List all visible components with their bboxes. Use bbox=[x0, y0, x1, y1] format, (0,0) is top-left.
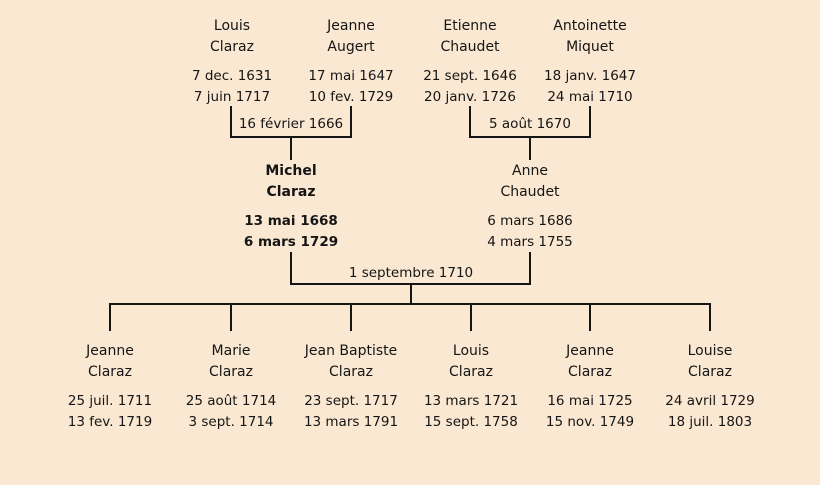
person-death-date: 7 juin 1717 bbox=[193, 89, 271, 105]
person-birth-date: 13 mai 1668 bbox=[244, 213, 338, 229]
marriage3-date-label: 1 septembre 1710 bbox=[348, 265, 474, 281]
marriage1-left-connector-line bbox=[230, 106, 232, 138]
person-birth-date: 23 sept. 1717 bbox=[304, 393, 398, 409]
person-jeanne-claraz-1: Jeanne Claraz 25 juil. 1711 13 fev. 1719 bbox=[40, 341, 180, 433]
marriage3-descent-line bbox=[410, 285, 412, 304]
person-death-date: 13 mars 1791 bbox=[303, 414, 399, 430]
person-michel-claraz: Michel Claraz 13 mai 1668 6 mars 1729 bbox=[221, 161, 361, 253]
child5-descent-line bbox=[589, 305, 591, 331]
person-louis-claraz: Louis Claraz 7 dec. 1631 7 juin 1717 bbox=[162, 16, 302, 108]
person-last-name: Claraz bbox=[210, 39, 254, 55]
person-birth-date: 21 sept. 1646 bbox=[423, 68, 517, 84]
child4-descent-line bbox=[470, 305, 472, 331]
person-birth-date: 17 mai 1647 bbox=[308, 68, 394, 84]
child2-descent-line bbox=[230, 305, 232, 331]
person-first-name: Jeanne bbox=[86, 343, 134, 359]
person-last-name: Miquet bbox=[566, 39, 614, 55]
person-anne-chaudet: Anne Chaudet 6 mars 1686 4 mars 1755 bbox=[460, 161, 600, 253]
person-last-name: Claraz bbox=[329, 364, 373, 380]
person-birth-date: 6 mars 1686 bbox=[487, 213, 573, 229]
marriage1-right-connector-line bbox=[350, 106, 352, 138]
person-death-date: 15 sept. 1758 bbox=[424, 414, 518, 430]
person-birth-date: 16 mai 1725 bbox=[547, 393, 633, 409]
person-last-name: Claraz bbox=[568, 364, 612, 380]
marriage2-bottom-connector-line bbox=[469, 136, 591, 138]
person-birth-date: 13 mars 1721 bbox=[423, 393, 519, 409]
person-first-name: Jeanne bbox=[327, 18, 375, 34]
person-etienne-chaudet: Etienne Chaudet 21 sept. 1646 20 janv. 1… bbox=[400, 16, 540, 108]
marriage2-descent-line bbox=[529, 138, 531, 160]
person-first-name: Etienne bbox=[443, 18, 497, 34]
siblings-connector-line bbox=[109, 303, 711, 305]
person-last-name: Claraz bbox=[449, 364, 493, 380]
marriage1-descent-line bbox=[290, 138, 292, 160]
marriage1-bottom-connector-line bbox=[230, 136, 352, 138]
person-last-name: Chaudet bbox=[500, 184, 560, 200]
marriage3-left-connector-line bbox=[290, 252, 292, 285]
person-first-name: Marie bbox=[211, 343, 251, 359]
person-jeanne-claraz-2: Jeanne Claraz 16 mai 1725 15 nov. 1749 bbox=[520, 341, 660, 433]
person-marie-claraz: Marie Claraz 25 août 1714 3 sept. 1714 bbox=[161, 341, 301, 433]
person-first-name: Michel bbox=[265, 163, 317, 179]
person-birth-date: 18 janv. 1647 bbox=[544, 68, 636, 84]
person-death-date: 24 mai 1710 bbox=[547, 89, 633, 105]
marriage1-date-label: 16 février 1666 bbox=[238, 116, 344, 132]
person-first-name: Louis bbox=[213, 18, 251, 34]
marriage2-left-connector-line bbox=[469, 106, 471, 138]
person-first-name: Anne bbox=[512, 163, 548, 179]
person-antoinette-miquet: Antoinette Miquet 18 janv. 1647 24 mai 1… bbox=[520, 16, 660, 108]
child6-descent-line bbox=[709, 305, 711, 331]
person-death-date: 13 fev. 1719 bbox=[67, 414, 153, 430]
person-jeanne-augert: Jeanne Augert 17 mai 1647 10 fev. 1729 bbox=[281, 16, 421, 108]
person-birth-date: 25 juil. 1711 bbox=[67, 393, 153, 409]
person-birth-date: 24 avril 1729 bbox=[665, 393, 755, 409]
person-first-name: Louise bbox=[687, 343, 733, 359]
person-louise-claraz: Louise Claraz 24 avril 1729 18 juil. 180… bbox=[640, 341, 780, 433]
child3-descent-line bbox=[350, 305, 352, 331]
person-death-date: 4 mars 1755 bbox=[487, 234, 573, 250]
person-birth-date: 7 dec. 1631 bbox=[191, 68, 273, 84]
person-death-date: 10 fev. 1729 bbox=[308, 89, 394, 105]
person-last-name: Claraz bbox=[688, 364, 732, 380]
person-death-date: 20 janv. 1726 bbox=[424, 89, 516, 105]
marriage3-right-connector-line bbox=[529, 252, 531, 285]
person-first-name: Louis bbox=[452, 343, 490, 359]
person-last-name: Claraz bbox=[88, 364, 132, 380]
child1-descent-line bbox=[109, 305, 111, 331]
person-last-name: Chaudet bbox=[440, 39, 500, 55]
person-death-date: 6 mars 1729 bbox=[243, 234, 339, 250]
marriage3-bottom-connector-line bbox=[290, 283, 531, 285]
person-last-name: Claraz bbox=[209, 364, 253, 380]
person-jean-baptiste-claraz: Jean Baptiste Claraz 23 sept. 1717 13 ma… bbox=[281, 341, 421, 433]
marriage2-date-label: 5 août 1670 bbox=[489, 116, 571, 132]
person-first-name: Jeanne bbox=[566, 343, 614, 359]
person-death-date: 3 sept. 1714 bbox=[188, 414, 274, 430]
person-last-name: Augert bbox=[327, 39, 375, 55]
marriage2-right-connector-line bbox=[589, 106, 591, 138]
person-louis-claraz-2: Louis Claraz 13 mars 1721 15 sept. 1758 bbox=[401, 341, 541, 433]
person-last-name: Claraz bbox=[266, 184, 316, 200]
person-first-name: Antoinette bbox=[553, 18, 627, 34]
person-death-date: 18 juil. 1803 bbox=[667, 414, 753, 430]
person-death-date: 15 nov. 1749 bbox=[545, 414, 635, 430]
person-first-name: Jean Baptiste bbox=[304, 343, 398, 359]
person-birth-date: 25 août 1714 bbox=[185, 393, 277, 409]
